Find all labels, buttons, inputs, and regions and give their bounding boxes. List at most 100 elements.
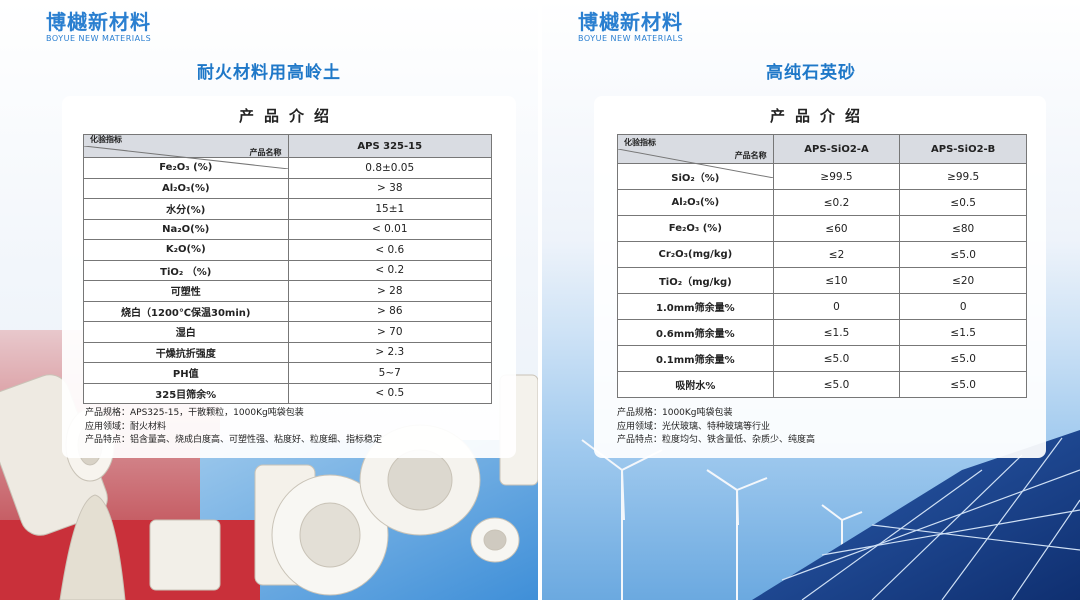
table-row: Na₂O(%) < 0.01 [83, 218, 492, 240]
property-cell: PH值 [83, 362, 289, 384]
value-cell: > 28 [287, 280, 492, 302]
table-row: SiO₂（%) ≥99.5 ≥99.5 [617, 163, 1027, 190]
property-cell: 0.6mm筛余量% [617, 319, 774, 346]
property-cell: SiO₂（%) [617, 163, 774, 190]
property-cell: Fe₂O₃ (%) [617, 215, 774, 242]
table-row: PH值 5~7 [83, 362, 492, 384]
property-cell: 吸附水% [617, 371, 774, 398]
property-cell: TiO₂（mg/kg) [617, 267, 774, 294]
property-cell: K₂O(%) [83, 239, 289, 261]
table-row: Cr₂O₃(mg/kg) ≤2 ≤5.0 [617, 241, 1027, 268]
value-cell: ≤10 [772, 267, 901, 294]
table-row: 干燥抗折强度 > 2.3 [83, 341, 492, 363]
value-cell: < 0.6 [287, 239, 492, 261]
header-corner-cell: 产品名称 化验指标 [617, 134, 774, 178]
diagonal-line [84, 146, 289, 169]
header-col-2: APS-SiO2-B [899, 134, 1027, 164]
table-row: Al₂O₃(%) > 38 [83, 177, 492, 199]
value-cell: ≤0.2 [772, 189, 901, 216]
note-application: 应用领域：耐火材料 [85, 421, 167, 432]
value-cell: 15±1 [287, 198, 492, 220]
value-cell: ≤5.0 [772, 371, 901, 398]
property-cell: 水分(%) [83, 198, 289, 220]
value-cell: ≥99.5 [899, 163, 1027, 190]
table-row: 可塑性 > 28 [83, 280, 492, 302]
panel-divider [538, 0, 542, 600]
note-spec: 产品规格：APS325-15，干散颗粒，1000Kg吨袋包装 [85, 408, 304, 418]
spec-table: 产品名称 化验指标 APS 325-15 Fe₂O₃ (%) 0.8±0.05 A… [83, 134, 492, 404]
product-card: 产品介绍 产品名称 化验指标 APS-SiO2-A APS-SiO2-B SiO… [594, 96, 1046, 458]
value-cell: ≤5.0 [899, 371, 1027, 398]
solar-wind-image [581, 430, 1080, 600]
value-cell: ≤5.0 [899, 345, 1027, 372]
value-cell: 0 [899, 293, 1027, 320]
table-header-row: 产品名称 化验指标 APS 325-15 [83, 134, 492, 169]
value-cell: 0 [772, 293, 901, 320]
header-col-1: APS 325-15 [287, 134, 492, 158]
product-card: 产品介绍 产品名称 化验指标 APS 325-15 Fe₂O₃ (%) 0.8±0… [62, 96, 516, 458]
table-row: 水分(%) 15±1 [83, 198, 492, 220]
header-product-name: 产品名称 [734, 151, 767, 160]
property-cell: 烧白（1200℃保温30min) [83, 300, 289, 322]
value-cell: ≤5.0 [772, 345, 901, 372]
value-cell: < 0.5 [287, 382, 492, 404]
brand-name-cn: 博樾新材料 [46, 10, 151, 34]
table-row: 烧白（1200℃保温30min) > 86 [83, 300, 492, 322]
table-row: 0.6mm筛余量% ≤1.5 ≤1.5 [617, 319, 1027, 346]
table-row: K₂O(%) < 0.6 [83, 239, 492, 261]
property-cell: Al₂O₃(%) [83, 177, 289, 199]
product-notes: 产品规格：1000Kg吨袋包装 应用领域：光伏玻璃、特种玻璃等行业 产品特点：粒… [617, 407, 815, 448]
header-test-index: 化验指标 [624, 138, 656, 147]
property-cell: 325目筛余% [83, 382, 289, 404]
header-corner-cell: 产品名称 化验指标 [83, 134, 289, 169]
header-product-name: 产品名称 [249, 148, 282, 157]
brand-logo: 博樾新材料 BOYUE NEW MATERIALS [46, 10, 151, 43]
value-cell: ≤60 [772, 215, 901, 242]
value-cell: ≤0.5 [899, 189, 1027, 216]
brand-name-en: BOYUE NEW MATERIALS [46, 34, 152, 43]
property-cell: 湿白 [83, 321, 289, 343]
property-cell: TiO₂ （%) [83, 259, 289, 281]
value-cell: 0.8±0.05 [287, 157, 492, 179]
property-cell: Na₂O(%) [83, 218, 289, 240]
header-col-1: APS-SiO2-A [772, 134, 901, 164]
brand-logo: 博樾新材料 BOYUE NEW MATERIALS [578, 10, 683, 43]
value-cell: < 0.01 [287, 218, 492, 240]
value-cell: ≤20 [899, 267, 1027, 294]
property-cell: 可塑性 [83, 280, 289, 302]
left-panel: 博樾新材料 BOYUE NEW MATERIALS 耐火材料用高岭土 产品介绍 … [0, 0, 538, 600]
note-features: 产品特点：粒度均匀、铁含量低、杂质少、纯度高 [617, 435, 816, 445]
value-cell: ≤5.0 [899, 241, 1027, 268]
header-test-index: 化验指标 [90, 135, 122, 144]
value-cell: ≤1.5 [772, 319, 901, 346]
diagonal-line [618, 149, 774, 178]
table-row: 325目筛余% < 0.5 [83, 382, 492, 404]
brand-name-en: BOYUE NEW MATERIALS [578, 34, 684, 43]
product-title: 耐火材料用高岭土 [197, 63, 341, 83]
value-cell: ≤2 [772, 241, 901, 268]
value-cell: > 38 [287, 177, 492, 199]
property-cell: 0.1mm筛余量% [617, 345, 774, 372]
table-row: 0.1mm筛余量% ≤5.0 ≤5.0 [617, 345, 1027, 372]
property-cell: Cr₂O₃(mg/kg) [617, 241, 774, 268]
right-panel: 博樾新材料 BOYUE NEW MATERIALS 高纯石英砂 产品介绍 产品名… [542, 0, 1080, 600]
value-cell: 5~7 [287, 362, 492, 384]
table-header-row: 产品名称 化验指标 APS-SiO2-A APS-SiO2-B [617, 134, 1027, 178]
table-row: TiO₂ （%) < 0.2 [83, 259, 492, 281]
card-title: 产品介绍 [238, 107, 339, 125]
note-application: 应用领域：光伏玻璃、特种玻璃等行业 [617, 421, 771, 432]
brand-name-cn: 博樾新材料 [578, 10, 683, 34]
table-row: TiO₂（mg/kg) ≤10 ≤20 [617, 267, 1027, 294]
value-cell: < 0.2 [287, 259, 492, 281]
table-row: Al₂O₃(%) ≤0.2 ≤0.5 [617, 189, 1027, 216]
table-row: 1.0mm筛余量% 0 0 [617, 293, 1027, 320]
property-cell: 干燥抗折强度 [83, 341, 289, 363]
table-row: 吸附水% ≤5.0 ≤5.0 [617, 371, 1027, 398]
card-title: 产品介绍 [769, 107, 870, 125]
product-title: 高纯石英砂 [766, 63, 856, 83]
table-row: 湿白 > 70 [83, 321, 492, 343]
spec-table: 产品名称 化验指标 APS-SiO2-A APS-SiO2-B SiO₂（%) ≥… [617, 134, 1027, 398]
value-cell: ≤1.5 [899, 319, 1027, 346]
value-cell: > 2.3 [287, 341, 492, 363]
value-cell: > 86 [287, 300, 492, 322]
